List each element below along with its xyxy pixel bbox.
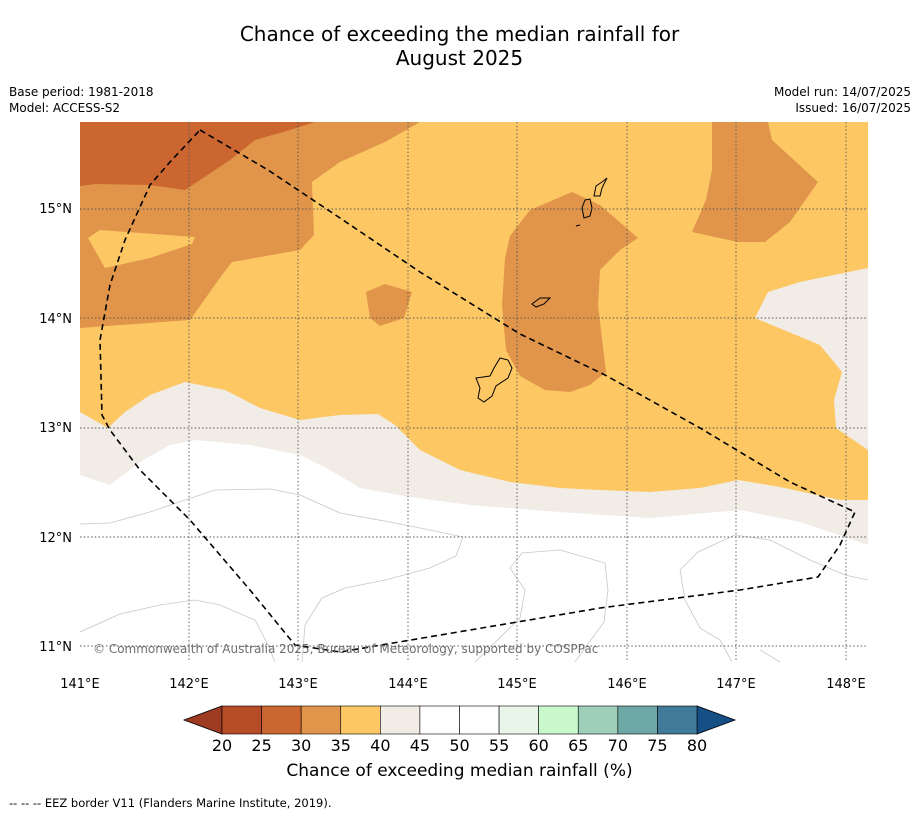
island-aguijan <box>575 224 581 227</box>
contour-lines <box>80 488 868 662</box>
colorbar-tick-20: 20 <box>212 736 232 755</box>
metadata-right: Model run: 14/07/2025 Issued: 16/07/2025 <box>774 84 911 116</box>
band-30-35-center-small <box>366 284 412 326</box>
colorbar-swatch-3 <box>340 705 381 735</box>
colorbar-title: Chance of exceeding median rainfall (%) <box>286 761 633 781</box>
colorbar-tick-50: 50 <box>449 736 469 755</box>
colorbar-tick-45: 45 <box>410 736 430 755</box>
island-guam <box>475 357 513 403</box>
lat-label-14n: 14°N <box>39 312 72 327</box>
colorbar-tick-75: 75 <box>647 736 667 755</box>
title-line-1: Chance of exceeding the median rainfall … <box>239 22 680 46</box>
lon-label-145e: 145°E <box>497 677 537 692</box>
colorbar-swatch-9 <box>577 705 619 735</box>
lat-label-11n: 11°N <box>39 640 72 655</box>
lat-label-12n: 12°N <box>39 531 72 546</box>
lon-label-144e: 144°E <box>388 677 428 692</box>
lon-label-141e: 141°E <box>60 677 100 692</box>
islands <box>475 177 608 403</box>
lon-label-148e: 148°E <box>826 677 866 692</box>
title-line-2: August 2025 <box>395 46 524 70</box>
colorbar-swatch-2 <box>300 705 342 735</box>
colorbar-tick-80: 80 <box>687 736 707 755</box>
metadata-left: Base period: 1981-2018 Model: ACCESS-S2 <box>9 84 154 116</box>
rainfall-contour-map <box>80 122 868 662</box>
latitude-labels: 15°N 14°N 13°N 12°N 11°N <box>39 202 72 655</box>
colorbar-tick-65: 65 <box>568 736 588 755</box>
colorbar-tick-30: 30 <box>291 736 311 755</box>
issued-date: Issued: 16/07/2025 <box>795 101 911 115</box>
island-saipan <box>593 177 608 197</box>
lat-label-13n: 13°N <box>39 421 72 436</box>
island-rota <box>531 297 552 308</box>
colorbar-swatch-7 <box>498 705 539 735</box>
colorbar-swatch-8 <box>538 705 579 735</box>
lat-label-15n: 15°N <box>39 202 72 217</box>
colorbar-tick-70: 70 <box>608 736 628 755</box>
graticule <box>80 122 868 662</box>
model-run: Model run: 14/07/2025 <box>773 85 911 99</box>
colorbar-tick-60: 60 <box>528 736 548 755</box>
colorbar-swatch-1 <box>261 705 302 735</box>
colorbar-swatch-0 <box>221 705 262 735</box>
colorbar-over-arrow <box>696 705 737 735</box>
colorbar-tick-35: 35 <box>331 736 351 755</box>
band-35-40-patch-west <box>88 230 195 268</box>
copyright-notice: © Commonwealth of Australia 2025, Bureau… <box>93 642 598 656</box>
colorbar-swatch-10 <box>617 705 658 735</box>
eez-footnote: -- -- -- EEZ border V11 (Flanders Marine… <box>9 796 332 810</box>
colorbar-swatch-5 <box>419 705 460 735</box>
lon-label-147e: 147°E <box>716 677 756 692</box>
band-30-35-center <box>502 192 638 392</box>
lon-label-146e: 146°E <box>607 677 647 692</box>
model-name: Model: ACCESS-S2 <box>9 101 121 115</box>
eez-border <box>99 128 857 653</box>
colorbar: 20 25 30 35 40 45 50 55 60 65 70 75 80 <box>182 705 737 755</box>
lon-label-143e: 143°E <box>278 677 318 692</box>
longitude-labels: 141°E 142°E 143°E 144°E 145°E 146°E 147°… <box>60 677 866 692</box>
colorbar-tick-40: 40 <box>370 736 390 755</box>
island-tinian <box>581 198 593 219</box>
band-30-35-east <box>692 122 818 242</box>
colorbar-tick-25: 25 <box>251 736 271 755</box>
colorbar-tick-55: 55 <box>489 736 509 755</box>
colorbar-under-arrow <box>182 705 223 735</box>
map-title: Chance of exceeding the median rainfall … <box>0 22 919 70</box>
colorbar-swatch-11 <box>657 705 698 735</box>
lon-label-142e: 142°E <box>169 677 209 692</box>
base-period: Base period: 1981-2018 <box>9 85 154 99</box>
colorbar-swatch-4 <box>380 705 421 735</box>
colorbar-swatch-6 <box>459 705 500 735</box>
band-25-30 <box>80 122 315 190</box>
